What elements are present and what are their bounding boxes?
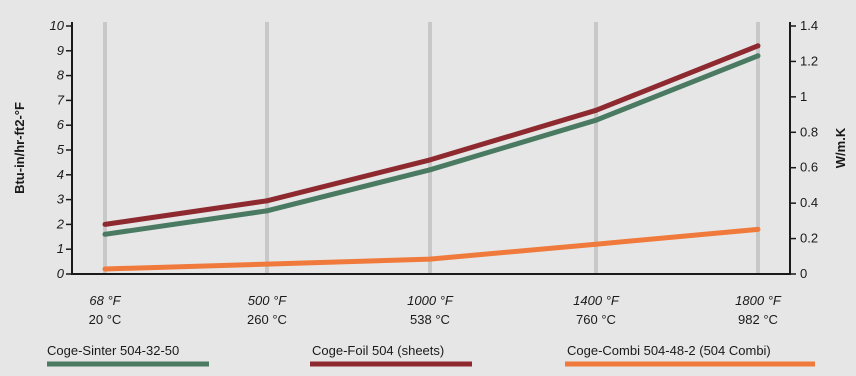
x-category-c-0: 20 °C	[89, 312, 122, 327]
right-tick-label-3: 0.6	[800, 160, 818, 175]
legend-label-2: Coge-Combi 504-48-2 (504 Combi)	[567, 343, 771, 358]
series-0-point-0	[102, 231, 108, 237]
x-category-f-0: 68 °F	[89, 293, 121, 308]
left-tick-label-3: 3	[57, 192, 65, 207]
series-0-point-3	[593, 117, 599, 123]
series-0-point-2	[427, 167, 433, 173]
legend: Coge-Sinter 504-32-50 Coge-Foil 504 (shee…	[47, 343, 815, 367]
series-0-point-4	[755, 53, 761, 59]
y-axis-label-right: W/m.K	[833, 127, 848, 168]
right-tick-label-2: 0.4	[800, 195, 818, 210]
legend-label-1: Coge-Foil 504 (sheets)	[312, 343, 444, 358]
right-tick-label-1: 0.2	[800, 231, 818, 246]
right-tick-label-4: 0.8	[800, 124, 818, 139]
series-1-point-4	[755, 43, 761, 49]
series-1-point-2	[427, 157, 433, 163]
series-2-point-4	[755, 226, 761, 232]
x-category-c-3: 760 °C	[576, 312, 616, 327]
left-tick-label-0: 0	[57, 266, 65, 281]
left-tick-label-6: 6	[57, 117, 65, 132]
x-category-c-4: 982 °C	[738, 312, 778, 327]
right-tick-label-6: 1.2	[800, 53, 818, 68]
right-tick-label-0: 0	[800, 266, 807, 281]
x-category-f-4: 1800 °F	[735, 293, 782, 308]
left-tick-label-4: 4	[57, 167, 64, 182]
x-category-c-2: 538 °C	[410, 312, 450, 327]
y-axis-label-left: Btu-in/hr-ft2-°F	[12, 102, 27, 194]
series-0-point-1	[264, 208, 270, 214]
series-2-point-1	[264, 261, 270, 267]
left-tick-label-5: 5	[57, 142, 65, 157]
legend-label-0: Coge-Sinter 504-32-50	[47, 343, 179, 358]
right-tick-label-5: 1	[800, 89, 807, 104]
x-axis-categories: 68 °F 20 °C 500 °F 260 °C 1000 °F 538 °C 1400 …	[89, 293, 782, 327]
series-2-point-3	[593, 241, 599, 247]
series-1-point-3	[593, 107, 599, 113]
series-1-point-1	[264, 198, 270, 204]
axes	[71, 22, 791, 275]
x-category-f-3: 1400 °F	[573, 293, 620, 308]
right-tick-label-7: 1.4	[800, 18, 818, 33]
left-tick-label-10: 10	[50, 18, 65, 33]
series-2-point-0	[102, 266, 108, 272]
left-axis-ticks: 0 1 2 3 4 5 6 7 8 9 10	[50, 18, 72, 281]
left-tick-label-1: 1	[57, 241, 64, 256]
left-tick-label-9: 9	[57, 43, 64, 58]
x-category-f-1: 500 °F	[248, 293, 288, 308]
x-category-f-2: 1000 °F	[407, 293, 454, 308]
series-1-point-0	[102, 221, 108, 227]
right-axis-ticks: 0 0.2 0.4 0.6 0.8 1 1.2 1.4	[790, 18, 818, 281]
left-tick-label-8: 8	[57, 68, 65, 83]
data-series	[102, 43, 761, 272]
x-category-c-1: 260 °C	[247, 312, 287, 327]
series-2-point-2	[427, 256, 433, 262]
left-tick-label-7: 7	[57, 92, 65, 107]
left-tick-label-2: 2	[56, 216, 65, 231]
